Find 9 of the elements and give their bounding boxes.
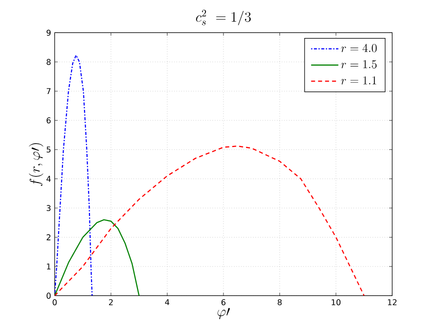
line-series (54, 54, 93, 296)
legend-label: $r=4.0$ (341, 44, 377, 52)
legend-label: $r=1.1$ (341, 76, 376, 84)
chart-title: $c_s^2 \ =1/3$ (196, 10, 251, 26)
x-axis-title: $\varphi\prime$ (218, 308, 230, 320)
line-series (54, 219, 140, 296)
line-series (54, 146, 365, 296)
legend-label: $r=1.5$ (341, 60, 377, 68)
y-axis-title: $f(r,\varphi\prime)$ (28, 143, 44, 186)
